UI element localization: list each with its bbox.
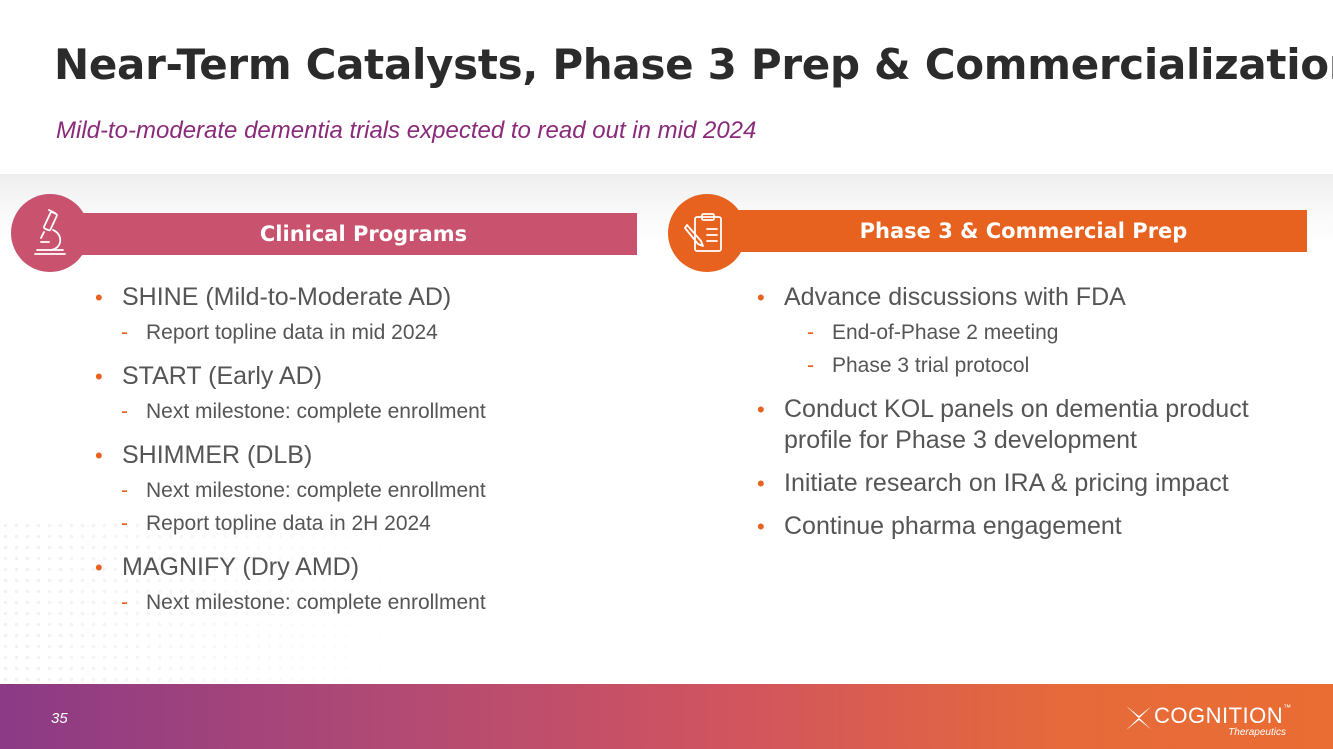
prep-item: Initiate research on IRA & pricing impac… <box>784 469 1229 497</box>
bullet-icon: • <box>757 397 765 422</box>
dash-icon: - <box>121 479 128 502</box>
bullet-icon: • <box>757 285 765 310</box>
cognition-x-mark-icon <box>1126 706 1152 730</box>
program-milestone: Next milestone: complete enrollment <box>146 400 486 423</box>
dash-icon: - <box>807 321 814 344</box>
decorative-dot-pattern <box>0 520 420 685</box>
program-milestone: Report topline data in mid 2024 <box>146 321 438 344</box>
page-number: 35 <box>51 710 68 727</box>
logo-name: COGNITION <box>1154 703 1284 728</box>
dash-icon: - <box>807 354 814 377</box>
bullet-icon: • <box>95 443 103 468</box>
prep-item: Conduct KOL panels on dementia product p… <box>784 395 1249 454</box>
program-milestone: Next milestone: complete enrollment <box>146 479 486 502</box>
list-item: • Advance discussions with FDA - End-of-Ph… <box>757 282 1317 382</box>
prep-item: Advance discussions with FDA <box>784 283 1126 311</box>
prep-subitem: Phase 3 trial protocol <box>832 354 1030 377</box>
list-item: • Conduct KOL panels on dementia product … <box>757 394 1317 456</box>
list-item: • Continue pharma engagement <box>757 511 1317 542</box>
slide-title: Near-Term Catalysts, Phase 3 Prep & Comm… <box>54 40 1333 89</box>
program-milestone: Report topline data in 2H 2024 <box>146 512 431 535</box>
prep-subitem: End-of-Phase 2 meeting <box>832 321 1059 344</box>
footer-bar: 35 COGNITION™ Therapeutics <box>0 684 1333 749</box>
clinical-programs-header: Clinical Programs <box>50 213 637 255</box>
content-background <box>0 174 1333 684</box>
program-name: MAGNIFY (Dry AMD) <box>122 553 360 581</box>
program-name: START (Early AD) <box>122 362 323 390</box>
dash-icon: - <box>121 321 128 344</box>
bullet-icon: • <box>95 364 103 389</box>
list-item: • Initiate research on IRA & pricing impa… <box>757 468 1317 499</box>
bullet-icon: • <box>757 471 765 496</box>
commercial-prep-list: • Advance discussions with FDA - End-of-Ph… <box>757 282 1317 554</box>
list-item: • SHINE (Mild-to-Moderate AD) - Report top… <box>95 282 655 349</box>
program-name: SHIMMER (DLB) <box>122 441 313 469</box>
clipboard-icon <box>668 194 746 272</box>
slide-subtitle: Mild-to-moderate dementia trials expecte… <box>56 117 757 144</box>
clinical-programs-list: • SHINE (Mild-to-Moderate AD) - Report top… <box>95 282 655 631</box>
logo-trademark: ™ <box>1283 703 1292 712</box>
list-item: • MAGNIFY (Dry AMD) - Next milestone: comp… <box>95 552 655 619</box>
dash-icon: - <box>121 400 128 423</box>
phase3-commercial-prep-header: Phase 3 & Commercial Prep <box>700 210 1307 252</box>
dash-icon: - <box>121 512 128 535</box>
bullet-icon: • <box>757 514 765 539</box>
prep-item: Continue pharma engagement <box>784 512 1122 540</box>
list-item: • SHIMMER (DLB) - Next milestone: complete… <box>95 440 655 540</box>
program-milestone: Next milestone: complete enrollment <box>146 591 486 614</box>
logo-subtitle: Therapeutics <box>1228 727 1286 738</box>
dash-icon: - <box>121 591 128 614</box>
logo-wordmark: COGNITION™ <box>1154 703 1292 729</box>
bullet-icon: • <box>95 285 103 310</box>
clinical-programs-header-label: Clinical Programs <box>259 222 468 246</box>
list-item: • START (Early AD) - Next milestone: compl… <box>95 361 655 428</box>
cognition-logo: COGNITION™ Therapeutics <box>1124 701 1294 741</box>
phase3-commercial-prep-header-label: Phase 3 & Commercial Prep <box>859 219 1188 243</box>
bullet-icon: • <box>95 555 103 580</box>
program-name: SHINE (Mild-to-Moderate AD) <box>122 283 452 311</box>
microscope-icon <box>11 194 89 272</box>
